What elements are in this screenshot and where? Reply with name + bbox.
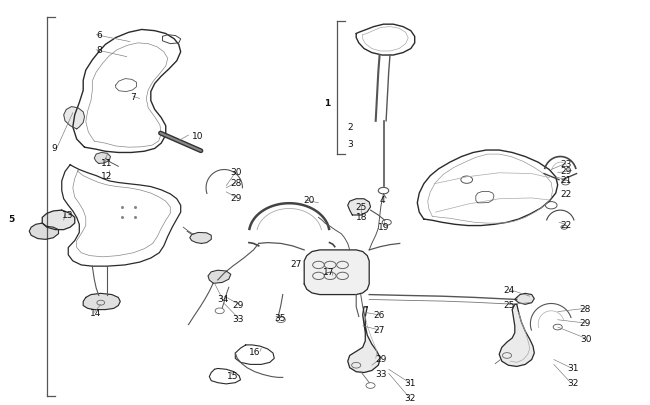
Text: 23: 23 [560,160,572,168]
Text: 16: 16 [249,347,261,356]
Text: 5: 5 [8,214,15,223]
Text: 29: 29 [376,354,387,363]
Text: 7: 7 [131,93,136,102]
Text: 13: 13 [62,210,73,219]
Text: 3: 3 [348,139,354,148]
Text: 27: 27 [374,326,385,335]
Text: 28: 28 [580,304,592,313]
Text: 17: 17 [323,267,335,276]
Polygon shape [94,153,111,164]
Polygon shape [348,199,370,215]
Text: 19: 19 [378,222,390,231]
Polygon shape [29,224,58,240]
Text: 12: 12 [101,172,112,181]
Polygon shape [304,250,369,295]
Text: 33: 33 [376,369,387,378]
Text: 32: 32 [404,393,416,402]
Polygon shape [190,233,211,244]
Text: 21: 21 [560,176,572,185]
Text: 22: 22 [560,220,571,229]
Text: 32: 32 [567,378,578,387]
Text: 34: 34 [218,294,229,303]
Text: 2: 2 [348,123,354,132]
Text: 9: 9 [51,143,57,152]
Text: 15: 15 [227,371,239,380]
Polygon shape [64,107,84,130]
Text: 30: 30 [231,168,242,177]
Text: 8: 8 [96,46,102,55]
Text: 26: 26 [374,311,385,320]
Text: 20: 20 [304,196,315,205]
Text: 24: 24 [504,285,515,294]
Polygon shape [83,294,120,310]
Text: 31: 31 [567,363,578,372]
Text: 4: 4 [380,196,385,205]
Text: 35: 35 [274,313,286,322]
Text: 33: 33 [233,315,244,324]
Text: 29: 29 [233,300,244,309]
Polygon shape [42,211,75,230]
Text: 30: 30 [580,334,592,343]
Text: 14: 14 [90,308,101,317]
Text: 25: 25 [504,300,515,309]
Polygon shape [515,294,534,305]
Polygon shape [499,305,534,367]
Text: 10: 10 [192,131,203,140]
Text: 31: 31 [404,378,416,387]
Text: 18: 18 [356,212,367,221]
Text: 1: 1 [324,99,330,108]
Text: 29: 29 [580,319,592,328]
Text: 27: 27 [291,260,302,269]
Text: 28: 28 [231,179,242,188]
Polygon shape [208,271,231,284]
Polygon shape [348,307,380,373]
Text: 22: 22 [560,190,571,199]
Text: 11: 11 [101,158,112,167]
Text: 25: 25 [356,203,367,212]
Text: 29: 29 [560,166,572,175]
Text: 6: 6 [96,31,102,40]
Text: 29: 29 [231,193,242,202]
